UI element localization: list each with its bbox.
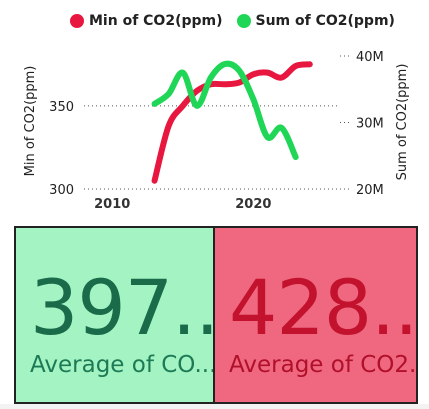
x-tick-label: 2020 (235, 197, 271, 212)
card-value: 397... (30, 263, 213, 352)
chart-legend: Min of CO2(ppm) Sum of CO2(ppm) (70, 13, 395, 29)
y-right-tick-label: 30M (356, 117, 384, 132)
bottom-strip (0, 404, 429, 409)
average-co2-card-red[interactable]: 428... Average of CO2... (213, 226, 418, 404)
legend-item-sum-co2[interactable]: Sum of CO2(ppm) (236, 13, 395, 29)
grid-lines (84, 55, 350, 190)
series-line-min-co2[interactable] (151, 61, 313, 184)
y-left-axis-title: Min of CO2(ppm) (23, 66, 38, 177)
y-right-tick-label: 40M (356, 50, 384, 65)
card-label: Average of CO2... (229, 352, 418, 378)
legend-dot-sum-co2 (236, 14, 251, 28)
y-right-axis-title: Sum of CO2(ppm) (395, 64, 410, 181)
series-line-sum-co2[interactable] (151, 60, 299, 161)
y-left-tick-label: 300 (49, 183, 74, 198)
legend-label-sum-co2: Sum of CO2(ppm) (255, 13, 395, 29)
legend-label-min-co2: Min of CO2(ppm) (89, 13, 223, 29)
average-co2-card-green[interactable]: 397... Average of CO... (14, 226, 215, 404)
card-value: 428... (229, 263, 418, 352)
x-tick-label: 2010 (94, 197, 130, 212)
legend-dot-min-co2 (70, 14, 84, 28)
y-left-tick-label: 350 (49, 100, 74, 115)
card-label: Average of CO... (30, 352, 215, 378)
series-lines (151, 60, 313, 184)
legend-item-min-co2[interactable]: Min of CO2(ppm) (70, 13, 223, 29)
y-right-tick-label: 20M (356, 183, 384, 198)
tick-labels: 300 350 20M 30M 40M 2010 2020 (49, 50, 384, 212)
